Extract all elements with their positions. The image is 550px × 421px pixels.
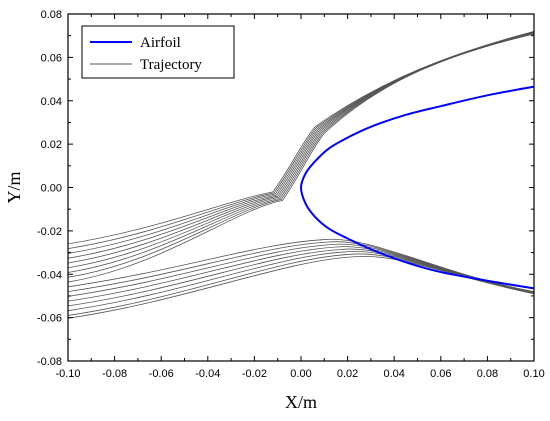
- x-tick-label: -0.06: [149, 368, 174, 380]
- y-tick-label: 0.06: [41, 52, 62, 64]
- y-tick-label: 0.04: [41, 96, 62, 108]
- x-tick-label: -0.08: [102, 368, 127, 380]
- trajectory-line: [67, 251, 535, 312]
- x-tick-label: 0.08: [477, 368, 498, 380]
- y-tick-label: -0.04: [37, 269, 62, 281]
- trajectory-line: [67, 33, 535, 283]
- y-tick-label: 0.02: [41, 139, 62, 151]
- x-tick-label: 0.06: [430, 368, 451, 380]
- y-axis-title: Y/m: [4, 171, 24, 203]
- legend-label: Trajectory: [140, 57, 202, 73]
- airfoil-line: [299, 85, 535, 290]
- y-tick-label: -0.02: [37, 226, 62, 238]
- legend-label: Airfoil: [140, 35, 181, 51]
- x-tick-label: -0.10: [55, 368, 80, 380]
- x-tick-label: -0.04: [195, 368, 220, 380]
- x-tick-label: 0.02: [337, 368, 358, 380]
- legend-box: [81, 25, 235, 79]
- x-tick-label: 0.04: [383, 368, 404, 380]
- y-tick-label: 0.00: [41, 183, 62, 195]
- x-tick-label: 0.00: [290, 368, 311, 380]
- x-tick-label: -0.02: [242, 368, 267, 380]
- trajectory-line: [67, 253, 535, 316]
- x-tick-label: 0.10: [523, 368, 544, 380]
- y-tick-label: -0.08: [37, 356, 62, 368]
- x-axis-title: X/m: [285, 392, 317, 412]
- y-tick-label: -0.06: [37, 313, 62, 325]
- y-tick-label: 0.08: [41, 9, 62, 21]
